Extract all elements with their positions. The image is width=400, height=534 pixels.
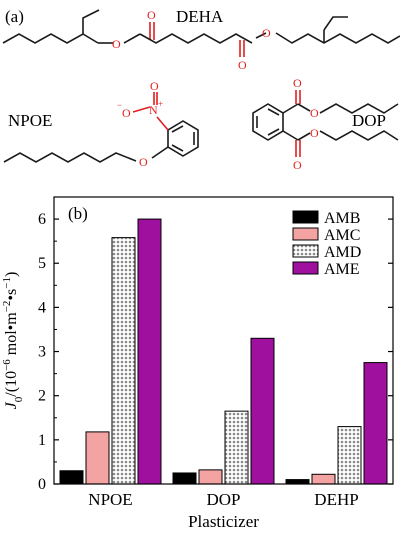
npoe-nitro-minus: − [117,100,122,110]
legend-label-ame: AME [324,261,360,278]
panel-b-label: (b) [68,204,88,223]
plot-frame [53,196,394,485]
bar-amd-dehp [337,426,362,485]
x-tick-label: DOP [206,490,240,509]
y-tick-label: 3 [38,344,46,361]
dop-structure [252,90,399,157]
bar-ame-dehp [363,362,388,485]
y-tick-label: 4 [38,299,46,316]
bars [59,218,388,485]
y-tick-label: 1 [38,432,46,449]
y-tick-label: 0 [38,476,46,493]
legend-label-amc: AMC [324,227,360,244]
bar-amd-dop [224,410,249,485]
dop-oxygen-4: O [293,158,302,172]
npoe-structure [3,92,199,163]
npoe-ether-oxygen: O [139,155,148,169]
y-tick-label: 2 [38,388,46,405]
y-axis-label: J0/(10−6 mol•m−2•s−1) [1,272,25,410]
legend-swatch-amd [292,244,319,258]
npoe-nitro-plus: + [158,99,163,109]
y-tick-label: 6 [38,211,46,228]
x-tick-label: DEHP [314,490,358,509]
legend-label-amb: AMB [324,210,360,227]
dop-oxygen-3: O [310,126,319,140]
structures-panel: (a) O O O O DEHA NPOE [2,7,400,172]
x-axis-ticks: NPOE DOP DEHP [88,490,358,509]
deha-oxygen-1: O [112,37,121,51]
bar-amc-dehp [311,473,336,485]
npoe-nitro-oxygen-2: O [122,106,131,120]
bar-ame-dop [250,337,275,485]
bar-amb-dehp [285,479,310,485]
legend-label-amd: AMD [324,244,361,261]
legend-swatch-ame [292,261,319,275]
dop-oxygen-1: O [293,76,302,90]
bar-amb-npoe [59,470,84,485]
bar-amd-npoe [111,237,136,485]
deha-structure [2,9,400,57]
y-tick-label: 5 [38,255,46,272]
legend-swatch-amc [292,227,319,241]
bar-ame-npoe [137,218,162,485]
bar-amb-dop [172,472,197,485]
deha-oxygen-4: O [262,26,271,40]
legend-swatch-amb [292,210,319,224]
bar-amc-dop [198,469,223,485]
x-axis-label: Plasticizer [188,512,259,531]
x-tick-label: NPOE [88,490,132,509]
panel-a-label: (a) [5,7,24,26]
npoe-name: NPOE [8,111,52,130]
deha-name: DEHA [176,7,224,26]
npoe-nitro-nitrogen: N [149,103,158,117]
npoe-nitro-oxygen-1: O [150,79,159,93]
dop-name: DOP [352,111,386,130]
dop-oxygen-2: O [310,106,319,120]
bar-amc-npoe [85,431,110,485]
deha-oxygen-2: O [147,8,156,22]
deha-oxygen-3: O [238,58,247,72]
